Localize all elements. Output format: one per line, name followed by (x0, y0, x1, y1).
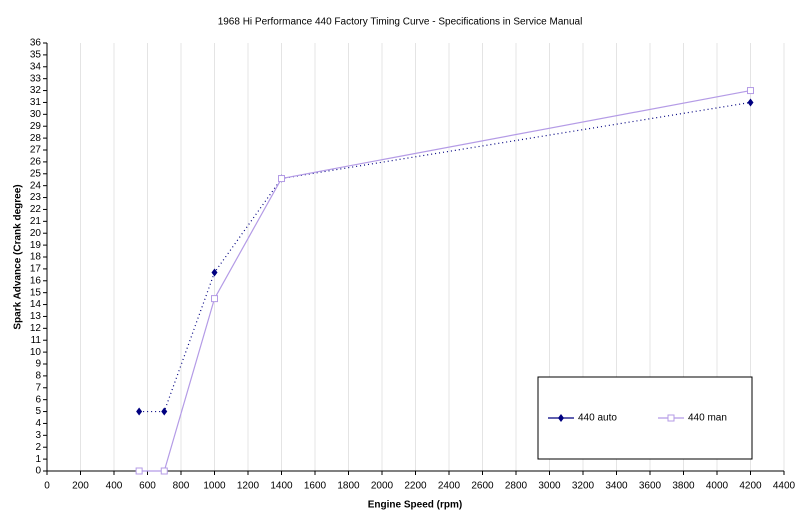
x-tick-label: 1200 (237, 481, 260, 492)
y-tick-label: 18 (30, 252, 42, 263)
y-tick-label: 13 (30, 311, 42, 322)
y-tick-label: 31 (30, 97, 42, 108)
x-tick-label: 2200 (404, 481, 427, 492)
legend-label: 440 man (688, 413, 727, 424)
y-tick-label: 26 (30, 157, 42, 168)
legend-marker (558, 414, 564, 422)
x-axis-label: Engine Speed (rpm) (368, 500, 462, 511)
y-tick-label: 29 (30, 121, 42, 132)
y-tick-label: 12 (30, 323, 42, 334)
x-tick-label: 1800 (337, 481, 360, 492)
x-tick-label: 3800 (672, 481, 695, 492)
y-tick-label: 23 (30, 192, 42, 203)
y-tick-label: 19 (30, 240, 42, 251)
x-tick-label: 3400 (605, 481, 628, 492)
x-tick-label: 2000 (371, 481, 394, 492)
x-tick-label: 600 (139, 481, 156, 492)
y-tick-label: 32 (30, 85, 42, 96)
x-tick-label: 2400 (438, 481, 461, 492)
data-point (747, 87, 754, 95)
y-tick-label: 7 (35, 382, 41, 393)
y-tick-label: 24 (30, 180, 42, 191)
y-tick-label: 20 (30, 228, 42, 239)
y-axis-label: Spark Advance (Crank degree) (13, 184, 24, 329)
data-point (211, 268, 218, 277)
x-tick-label: 1600 (304, 481, 327, 492)
y-tick-label: 17 (30, 264, 42, 275)
data-point (211, 295, 218, 303)
legend-marker (667, 414, 675, 422)
x-tick-label: 2600 (471, 481, 494, 492)
data-point (135, 467, 143, 475)
x-tick-label: 200 (72, 481, 89, 492)
y-tick-label: 3 (35, 430, 41, 441)
y-tick-label: 4 (35, 418, 41, 429)
series-line (139, 101, 751, 413)
x-tick-label: 3000 (538, 481, 561, 492)
y-tick-label: 10 (30, 347, 42, 358)
legend-label: 440 auto (578, 413, 617, 424)
x-tick-label: 4200 (739, 481, 762, 492)
data-point (160, 467, 168, 475)
y-tick-label: 11 (31, 335, 42, 346)
data-point (161, 407, 168, 416)
x-tick-label: 4400 (773, 481, 796, 492)
y-tick-label: 9 (35, 359, 41, 370)
y-tick-label: 25 (30, 168, 42, 179)
data-point (747, 98, 754, 107)
y-tick-label: 34 (30, 61, 42, 72)
y-tick-label: 2 (35, 442, 41, 453)
y-tick-label: 30 (30, 109, 42, 120)
x-tick-label: 4000 (706, 481, 729, 492)
x-tick-label: 1000 (203, 481, 226, 492)
y-tick-label: 22 (30, 204, 42, 215)
series (135, 87, 754, 475)
y-tick-label: 15 (30, 287, 42, 298)
x-tick-label: 3600 (639, 481, 662, 492)
y-tick-label: 6 (35, 394, 41, 405)
series (136, 98, 754, 416)
y-tick-label: 1 (35, 454, 41, 465)
y-tick-label: 35 (30, 50, 42, 61)
x-tick-label: 3200 (572, 481, 595, 492)
data-point (136, 407, 143, 416)
y-tick-label: 21 (30, 216, 42, 227)
y-tick-label: 33 (30, 73, 42, 84)
y-tick-label: 28 (30, 133, 42, 144)
x-tick-label: 800 (173, 481, 190, 492)
chart-title: 1968 Hi Performance 440 Factory Timing C… (218, 17, 583, 28)
legend: 440 auto 440 man (537, 376, 753, 460)
y-tick-label: 5 (35, 406, 41, 417)
x-tick-label: 0 (44, 481, 50, 492)
y-tick-label: 0 (35, 466, 41, 477)
x-tick-label: 2800 (505, 481, 528, 492)
y-tick-label: 8 (35, 371, 41, 382)
x-tick-label: 400 (106, 481, 123, 492)
y-tick-label: 27 (30, 145, 42, 156)
y-tick-label: 14 (30, 299, 42, 310)
y-tick-label: 36 (30, 38, 42, 49)
data-point (278, 175, 285, 183)
x-tick-label: 1400 (270, 481, 293, 492)
y-tick-label: 16 (30, 275, 42, 286)
